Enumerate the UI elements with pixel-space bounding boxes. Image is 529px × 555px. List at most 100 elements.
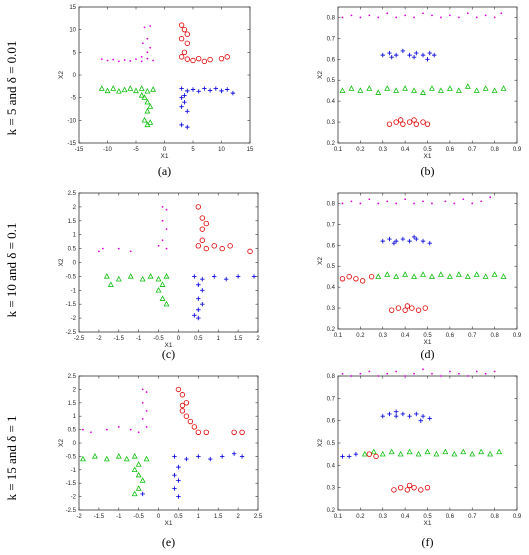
data-point: [425, 57, 430, 62]
data-point: [251, 274, 257, 279]
data-point: [411, 117, 417, 123]
data-point: [220, 454, 225, 459]
data-point: [437, 87, 444, 93]
data-point: [181, 49, 188, 56]
data-point: [339, 276, 346, 282]
data-point: [389, 55, 394, 60]
y-tick-label: 0: [73, 441, 77, 447]
y-tick-label: -2: [71, 316, 77, 322]
data-point: [388, 448, 395, 455]
data-point: [144, 98, 151, 105]
data-point: [182, 93, 187, 98]
y-tick-label: 0.2: [327, 327, 336, 333]
data-point: [395, 305, 402, 311]
plot-frame: [78, 192, 259, 333]
data-point: [141, 42, 144, 45]
x-tick-label: 0.8: [490, 147, 499, 153]
data-point: [466, 12, 469, 15]
x-axis-label: X1: [165, 520, 173, 527]
data-point: [117, 426, 120, 428]
data-point: [196, 296, 201, 301]
data-point: [235, 274, 241, 279]
data-point: [196, 307, 201, 312]
data-point: [184, 31, 190, 37]
data-point: [448, 370, 451, 373]
data-point: [493, 16, 496, 19]
y-tick-label: 0.5: [68, 247, 77, 253]
scatter-plot-a: -15 -10 -5 0 5 10 15 -15 -10 -5 0 5 10 15 X1 X2 (a): [58, 5, 254, 178]
x-tick-label: -15: [75, 147, 84, 153]
x-tick-label: 5: [191, 147, 195, 153]
data-point: [387, 411, 392, 417]
data-point: [123, 59, 126, 61]
x-axis-label: X1: [424, 520, 432, 527]
data-point: [341, 202, 344, 205]
x-tick-label: 10: [218, 147, 225, 153]
data-point: [115, 275, 122, 282]
data-point: [137, 431, 140, 434]
data-point: [380, 238, 385, 244]
data-point: [152, 59, 155, 62]
data-point: [400, 48, 406, 54]
y-tick-label: -2.5: [66, 330, 77, 336]
y-tick-label: 0.3: [327, 306, 336, 312]
panel-caption: (b): [421, 164, 435, 178]
data-point: [387, 50, 392, 56]
panel-caption: (c): [162, 347, 175, 361]
data-point: [230, 90, 236, 96]
data-point: [480, 200, 483, 203]
y-tick-label: 0: [73, 73, 77, 79]
panel-caption: (e): [162, 535, 175, 549]
series-red: [386, 117, 431, 127]
data-point: [141, 116, 148, 123]
data-point: [207, 88, 213, 93]
series-blue: [192, 274, 257, 321]
data-point: [489, 196, 492, 199]
data-point: [185, 88, 190, 94]
data-point: [172, 486, 177, 491]
data-point: [231, 429, 237, 435]
data-point: [484, 14, 487, 17]
data-point: [464, 273, 471, 279]
series-green: [98, 85, 157, 128]
data-point: [377, 202, 380, 205]
x-tick-label: 0.7: [468, 514, 477, 520]
data-point: [106, 59, 109, 62]
data-point: [391, 487, 397, 493]
data-point: [195, 243, 202, 249]
data-point: [340, 454, 345, 459]
y-tick-label: -1.5: [66, 302, 77, 308]
scatter-plot-e: -2 -1.5 -1 -0.5 0 0.5 1 1.5 2 2.5-2.5-2-1.5-1-0.5…: [58, 374, 263, 549]
data-point: [141, 401, 144, 404]
data-point: [219, 245, 225, 252]
data-point: [413, 372, 415, 375]
y-tick-label: -1: [71, 288, 77, 294]
data-point: [429, 273, 435, 279]
data-point: [457, 372, 460, 375]
x-axis-label: X1: [161, 153, 169, 160]
x-tick-label: 0.9: [513, 147, 522, 153]
data-point: [184, 40, 190, 46]
x-tick-label: 0.3: [379, 333, 388, 339]
data-point: [413, 16, 415, 19]
plot-frame: [78, 6, 251, 144]
data-point: [150, 86, 157, 92]
data-point: [411, 87, 418, 93]
data-point: [203, 245, 209, 252]
y-tick-label: 0.6: [327, 57, 336, 63]
series-magenta: [100, 25, 155, 63]
panel-caption: (d): [421, 347, 435, 361]
y-tick-label: 0.3: [327, 486, 336, 492]
data-point: [175, 386, 182, 393]
data-point: [422, 200, 424, 203]
data-point: [247, 248, 253, 255]
x-tick-label: 15: [247, 147, 254, 153]
y-tick-label: -1: [71, 468, 77, 474]
data-point: [404, 303, 411, 309]
x-tick-label: 0.3: [379, 514, 388, 520]
data-point: [422, 368, 424, 371]
scatter-plot-d: 0.1 0.2 0.3 0.4 0.5 0.6 0.7 0.8 0.90.20.30.40.50…: [317, 192, 522, 361]
x-tick-label: -0.5: [153, 336, 164, 342]
data-point: [373, 453, 379, 460]
data-point: [115, 453, 122, 459]
